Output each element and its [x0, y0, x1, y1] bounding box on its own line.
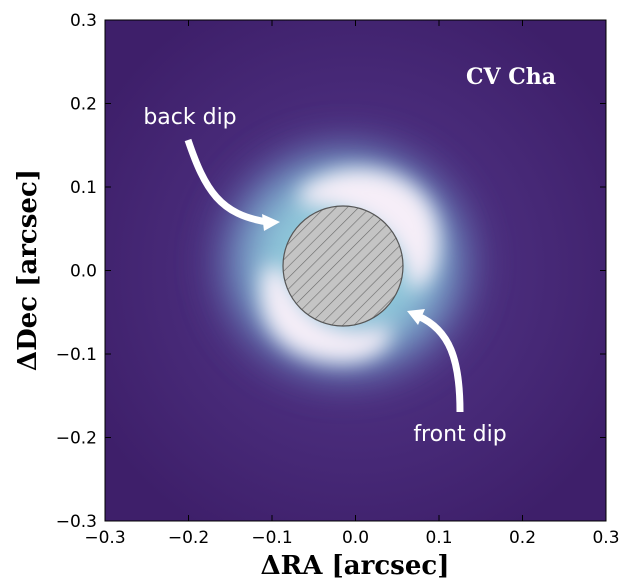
x-tick-label: 0.3	[592, 528, 619, 548]
y-tick-label: −0.1	[56, 345, 97, 365]
disk-crescent	[300, 169, 439, 290]
y-tick-label: −0.2	[56, 429, 97, 449]
x-tick-label: 0.2	[509, 528, 536, 548]
annotation: front dip	[413, 422, 506, 447]
y-tick-label: 0.2	[70, 95, 97, 115]
disk-crescent	[261, 265, 391, 362]
arrow-head	[262, 214, 280, 231]
x-tick-label: −0.1	[251, 528, 292, 548]
y-tick-label: −0.3	[56, 512, 97, 532]
image	[105, 20, 606, 521]
coronagraph-mask	[282, 205, 404, 327]
x-tick-label: 0.1	[425, 528, 452, 548]
y-tick-label: 0.3	[70, 11, 97, 31]
y-tick-label: 0.1	[70, 178, 97, 198]
x-axis-label: ΔRA [arcsec]	[261, 551, 450, 581]
annotation: back dip	[143, 105, 236, 130]
x-tick-label: 0.0	[342, 528, 369, 548]
x-tick-label: −0.2	[168, 528, 209, 548]
arrow	[184, 138, 269, 226]
chart-title: CV Cha	[466, 64, 556, 90]
arrow	[416, 312, 464, 413]
y-axis-label: ΔDec [arcsec]	[13, 169, 43, 371]
y-tick-label: 0.0	[70, 262, 97, 282]
arrow-head	[407, 309, 425, 325]
x-tick-label: −0.3	[84, 528, 125, 548]
